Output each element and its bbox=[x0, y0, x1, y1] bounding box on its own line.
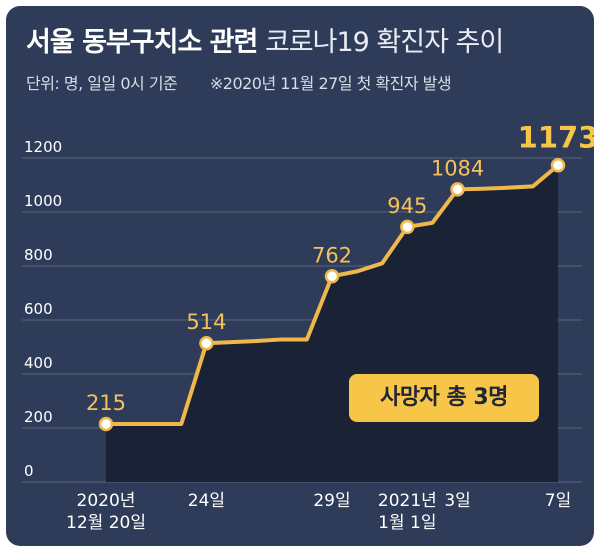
data-points bbox=[98, 158, 566, 432]
unit-note: 단위: 명, 일일 0시 기준 bbox=[26, 74, 178, 93]
data-label-1173: 1173 bbox=[518, 120, 594, 154]
data-label-1084: 1084 bbox=[431, 156, 484, 180]
data-label-762: 762 bbox=[312, 243, 352, 267]
chart-subtitle: 단위: 명, 일일 0시 기준 ※2020년 11월 27일 첫 확진자 발생 bbox=[26, 70, 452, 94]
y-tick-label-200: 200 bbox=[24, 408, 53, 426]
y-tick-label-800: 800 bbox=[24, 246, 53, 264]
y-tick-label-400: 400 bbox=[24, 354, 53, 372]
data-label-215: 215 bbox=[86, 391, 126, 415]
x-tick-label-12: 2021년 1월 1일 bbox=[378, 491, 437, 533]
title-bold: 서울 동부구치소 관련 bbox=[26, 27, 258, 58]
first-case-note: ※2020년 11월 27일 첫 확진자 발생 bbox=[209, 74, 452, 93]
x-tick-label-14: 3일 bbox=[444, 491, 470, 511]
data-point-945 bbox=[400, 219, 415, 235]
area-fill bbox=[106, 165, 558, 483]
area-layer bbox=[106, 165, 558, 483]
chart-card: 서울 동부구치소 관련 코로나19 확진자 추이 단위: 명, 일일 0시 기준… bbox=[6, 6, 594, 546]
data-label-945: 945 bbox=[387, 194, 427, 218]
x-tick-label-4: 24일 bbox=[188, 491, 225, 511]
x-tick-label-0: 2020년 12월 20일 bbox=[66, 491, 146, 533]
death-toll-badge: 사망자 총 3명 bbox=[349, 374, 539, 422]
x-axis-ticks: 2020년 12월 20일 24일 29일 2021년 1월 1일 3일 7일 bbox=[66, 491, 571, 533]
y-tick-label-600: 600 bbox=[24, 300, 53, 318]
y-axis-ticks: 0 200 400 600 800 1000 1200 bbox=[24, 138, 62, 480]
data-point-1084 bbox=[450, 182, 465, 197]
data-label-514: 514 bbox=[186, 310, 226, 334]
x-tick-label-9: 29일 bbox=[313, 491, 350, 511]
x-tick-label-18: 7일 bbox=[545, 491, 571, 511]
title-light: 코로나19 확진자 추이 bbox=[264, 27, 504, 58]
y-tick-label-0: 0 bbox=[24, 462, 34, 480]
data-point-215 bbox=[98, 416, 114, 432]
data-point-514 bbox=[199, 335, 214, 351]
data-point-1173 bbox=[550, 158, 566, 173]
data-point-762 bbox=[324, 269, 340, 284]
chart-title: 서울 동부구치소 관련 코로나19 확진자 추이 bbox=[26, 20, 504, 59]
y-tick-label-1200: 1200 bbox=[24, 138, 62, 156]
y-tick-label-1000: 1000 bbox=[24, 192, 62, 210]
